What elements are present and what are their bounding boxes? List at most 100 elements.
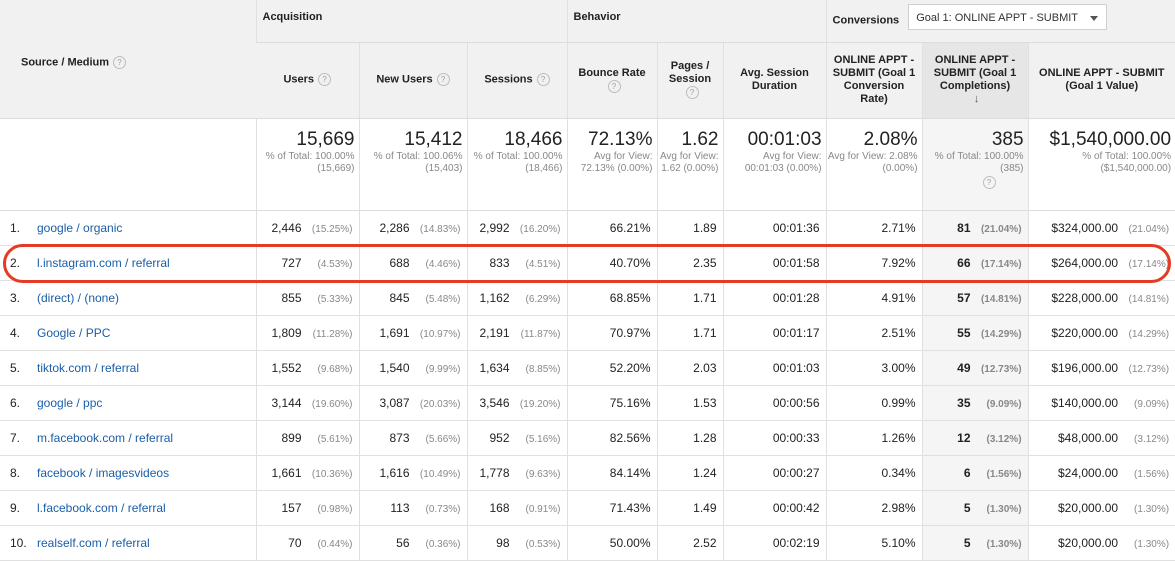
col-header-conversion-rate[interactable]: ONLINE APPT - SUBMIT (Goal 1 Conversion …: [825, 42, 923, 119]
completions-value: 6: [963, 465, 971, 480]
table-row: 5. tiktok.com / referral 1,552 (9.68%) 1,5…: [0, 350, 1175, 386]
source-medium-header[interactable]: Source / Medium?: [0, 0, 256, 119]
goal-value-cell: $20,000.00 (1.30%): [1027, 490, 1175, 526]
col-header-goal-value[interactable]: ONLINE APPT - SUBMIT (Goal 1 Value): [1027, 42, 1175, 119]
sessions-value: 2,191: [479, 325, 510, 340]
total-sessions-value: 18,466: [504, 128, 563, 150]
source-medium-link[interactable]: tiktok.com / referral: [37, 360, 140, 375]
sessions-cell: 3,546 (19.20%): [466, 385, 567, 421]
bounce-rate-cell: 82.56%: [566, 420, 657, 456]
source-medium-link[interactable]: realself.com / referral: [37, 535, 150, 550]
conversion-rate-cell: 5.10%: [825, 525, 923, 561]
completions-value: 5: [963, 535, 971, 550]
pages-session-cell: 1.53: [656, 385, 723, 421]
sessions-cell: 1,162 (6.29%): [466, 280, 567, 316]
col-header-users[interactable]: Users?: [256, 42, 359, 119]
new-users-pct: (14.83%): [419, 223, 461, 235]
col-header-new-users[interactable]: New Users?: [358, 42, 467, 119]
completions-cell: 12 (3.12%): [921, 420, 1029, 456]
users-value: 157: [281, 500, 302, 515]
source-cell: 2. l.instagram.com / referral: [0, 245, 256, 281]
source-cell: 10. realself.com / referral: [0, 525, 256, 561]
source-medium-link[interactable]: google / ppc: [37, 395, 103, 410]
pages-session-value: 2.03: [693, 360, 717, 375]
source-medium-link[interactable]: facebook / imagesvideos: [37, 465, 170, 480]
source-medium-link[interactable]: Google / PPC: [37, 325, 111, 340]
conversion-rate-value: 7.92%: [881, 255, 916, 270]
col-header-completions[interactable]: ONLINE APPT - SUBMIT (Goal 1 Completions…: [921, 42, 1029, 119]
completions-cell: 6 (1.56%): [921, 455, 1029, 491]
users-value: 1,552: [271, 360, 302, 375]
completions-value: 81: [957, 220, 971, 235]
conversion-rate-cell: 2.98%: [825, 490, 923, 526]
completions-pct: (12.73%): [980, 363, 1022, 375]
sort-arrow-down-icon[interactable]: ↓: [973, 93, 980, 105]
help-icon[interactable]: ?: [318, 73, 332, 87]
help-icon[interactable]: ?: [536, 73, 550, 87]
sessions-pct: (0.53%): [525, 538, 561, 550]
source-medium-link[interactable]: m.facebook.com / referral: [37, 430, 174, 445]
completions-cell: 49 (12.73%): [921, 350, 1029, 386]
bounce-rate-value: 50.00%: [609, 535, 651, 550]
completions-pct: (9.09%): [986, 398, 1022, 410]
users-cell: 1,661 (10.36%): [255, 455, 359, 491]
completions-pct: (17.14%): [980, 258, 1022, 270]
users-value: 2,446: [271, 220, 302, 235]
total-users-value: 15,669: [296, 128, 355, 150]
col-header-avg-session-duration[interactable]: Avg. Session Duration: [722, 42, 827, 119]
pages-session-cell: 2.35: [656, 245, 723, 281]
completions-cell: 57 (14.81%): [921, 280, 1029, 316]
goal-select-value: Goal 1: ONLINE APPT - SUBMIT: [916, 12, 1079, 24]
sessions-pct: (6.29%): [525, 293, 561, 305]
goal-value-pct: (1.30%): [1134, 538, 1170, 550]
completions-value: 35: [957, 395, 971, 410]
completions-pct: (1.30%): [986, 538, 1022, 550]
source-cell: 6. google / ppc: [0, 385, 256, 421]
col-completions-label: ONLINE APPT - SUBMIT (Goal 1 Completions…: [933, 54, 1017, 92]
table-row: 9. l.facebook.com / referral 157 (0.98%) 1…: [0, 490, 1175, 526]
users-cell: 2,446 (15.25%): [255, 210, 359, 246]
new-users-cell: 113 (0.73%): [358, 490, 467, 526]
completions-pct: (1.56%): [986, 468, 1022, 480]
help-icon[interactable]: ?: [436, 73, 450, 87]
total-conv-rate-value: 2.08%: [863, 128, 918, 150]
help-icon[interactable]: ?: [607, 79, 621, 93]
source-medium-link[interactable]: l.facebook.com / referral: [37, 500, 166, 515]
new-users-value: 56: [396, 535, 410, 550]
sessions-cell: 2,992 (16.20%): [466, 210, 567, 246]
new-users-value: 873: [389, 430, 410, 445]
new-users-pct: (5.66%): [425, 433, 461, 445]
col-header-pages-session[interactable]: Pages / Session?: [656, 42, 723, 119]
users-pct: (0.98%): [317, 503, 353, 515]
source-medium-link[interactable]: google / organic: [37, 220, 123, 235]
source-cell: 1. google / organic: [0, 210, 256, 246]
bounce-rate-value: 68.85%: [609, 290, 651, 305]
goal-value-pct: (12.73%): [1128, 363, 1170, 375]
behavior-group: Behavior: [566, 0, 827, 43]
help-icon[interactable]: ?: [113, 55, 127, 69]
col-header-bounce-rate[interactable]: Bounce Rate?: [566, 42, 657, 119]
sessions-pct: (9.63%): [525, 468, 561, 480]
pages-session-cell: 1.28: [656, 420, 723, 456]
table-row: 2. l.instagram.com / referral 727 (4.53%) …: [0, 245, 1175, 281]
sessions-value: 168: [489, 500, 510, 515]
bounce-rate-value: 66.21%: [609, 220, 651, 235]
help-icon[interactable]: ?: [982, 175, 996, 189]
completions-cell: 5 (1.30%): [921, 490, 1029, 526]
avg-session-cell: 00:00:27: [722, 455, 827, 491]
conversion-rate-value: 2.51%: [881, 325, 916, 340]
source-cell: 7. m.facebook.com / referral: [0, 420, 256, 456]
users-cell: 1,552 (9.68%): [255, 350, 359, 386]
col-header-sessions[interactable]: Sessions?: [466, 42, 567, 119]
goal-select[interactable]: Goal 1: ONLINE APPT - SUBMIT: [908, 4, 1108, 30]
total-users: 15,669% of Total: 100.00% (15,669): [255, 118, 359, 211]
total-goal-value-value: $1,540,000.00: [1049, 128, 1172, 150]
row-index: 10.: [10, 535, 27, 550]
avg-session-value: 00:01:03: [772, 360, 820, 375]
help-icon[interactable]: ?: [685, 86, 699, 100]
source-medium-link[interactable]: l.instagram.com / referral: [37, 255, 170, 270]
source-medium-link[interactable]: (direct) / (none): [37, 290, 120, 305]
conversion-rate-value: 2.71%: [881, 220, 916, 235]
users-pct: (5.61%): [317, 433, 353, 445]
